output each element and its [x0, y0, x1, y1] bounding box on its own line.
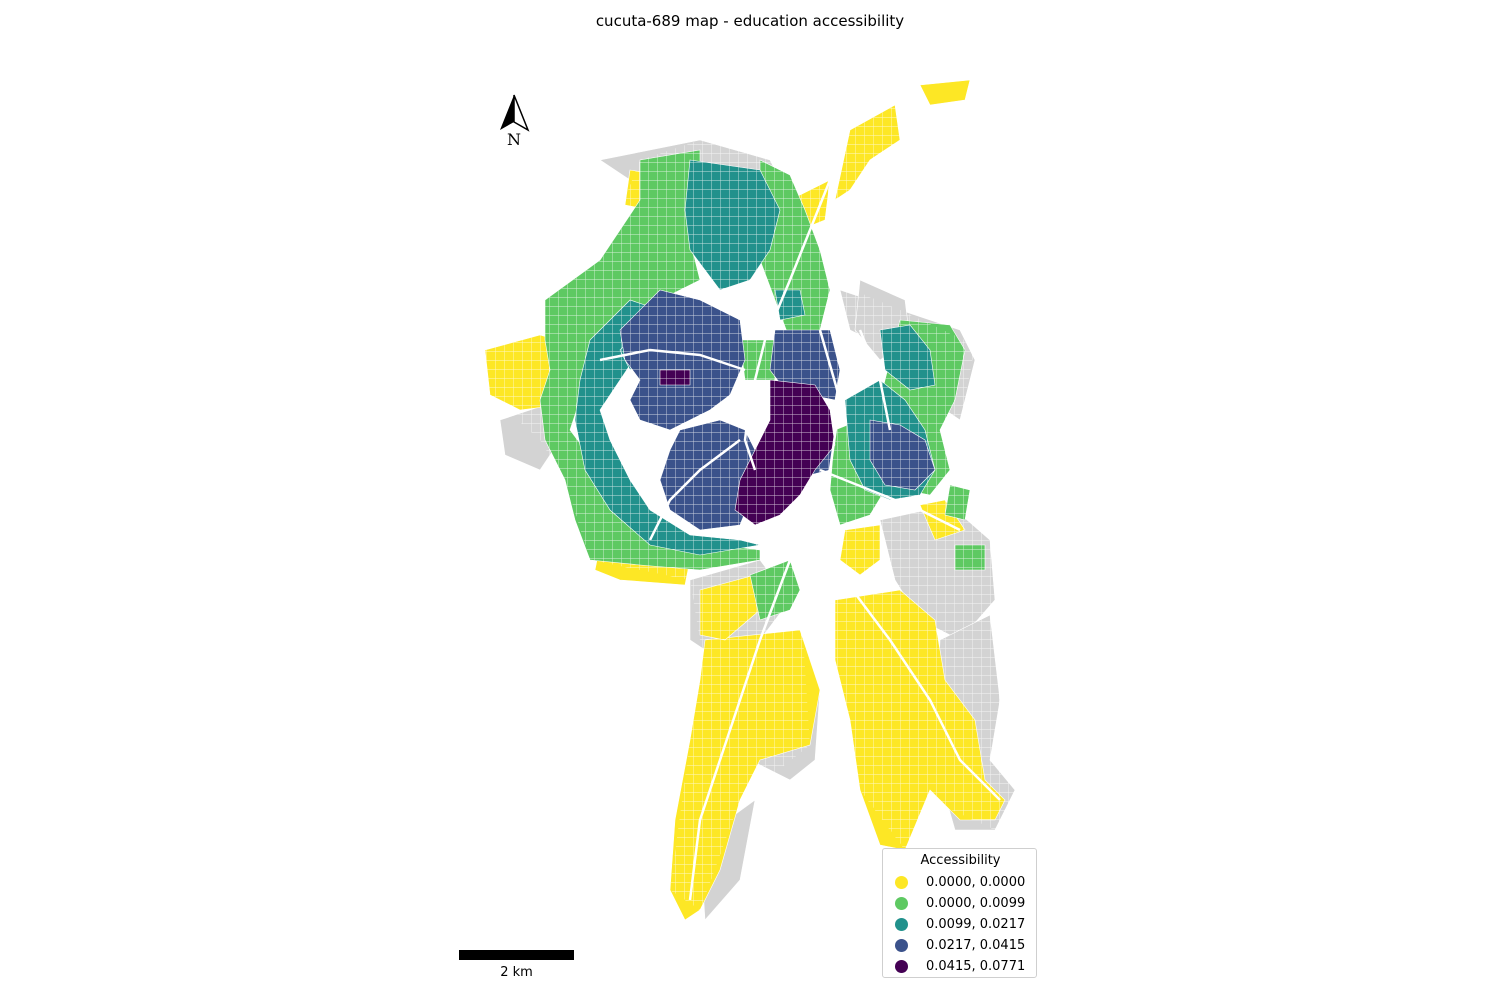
- legend-label: 0.0217, 0.0415: [926, 937, 1026, 953]
- road: [813, 329, 842, 561]
- legend-label: 0.0415, 0.0771: [926, 958, 1026, 974]
- legend-swatch: [895, 938, 908, 952]
- road-network: [599, 179, 1001, 901]
- legend-item: 0.0217, 0.0415: [895, 936, 1025, 954]
- road: [648, 439, 741, 541]
- road: [743, 179, 832, 471]
- road: [688, 559, 792, 901]
- legend-title: Accessibility: [920, 853, 1001, 868]
- legend: Accessibility 0.0000, 0.0000 0.0000, 0.0…: [882, 848, 1037, 978]
- legend-item: 0.0099, 0.0217: [895, 915, 1025, 933]
- north-label: N: [507, 130, 521, 149]
- map-title: cucuta-689 map - education accessibility: [595, 12, 905, 30]
- road: [819, 468, 961, 532]
- road: [599, 348, 746, 372]
- legend-swatch: [895, 917, 908, 931]
- legend-item: 0.0415, 0.0771: [895, 957, 1025, 975]
- legend-label: 0.0000, 0.0099: [926, 895, 1026, 911]
- scale-bar: [459, 950, 574, 960]
- legend-item: 0.0000, 0.0000: [895, 873, 1025, 891]
- legend-swatch: [895, 896, 908, 910]
- road: [858, 329, 892, 431]
- north-arrow: N: [494, 92, 534, 152]
- legend-item: 0.0000, 0.0099: [895, 894, 1025, 912]
- legend-swatch: [895, 959, 908, 973]
- legend-swatch: [895, 875, 908, 889]
- north-arrow-icon: [500, 94, 530, 132]
- road: [829, 559, 1001, 801]
- legend-label: 0.0099, 0.0217: [926, 916, 1026, 932]
- legend-label: 0.0000, 0.0000: [926, 874, 1026, 890]
- low-access-zone: [919, 79, 971, 106]
- scale-label: 2 km: [500, 965, 533, 980]
